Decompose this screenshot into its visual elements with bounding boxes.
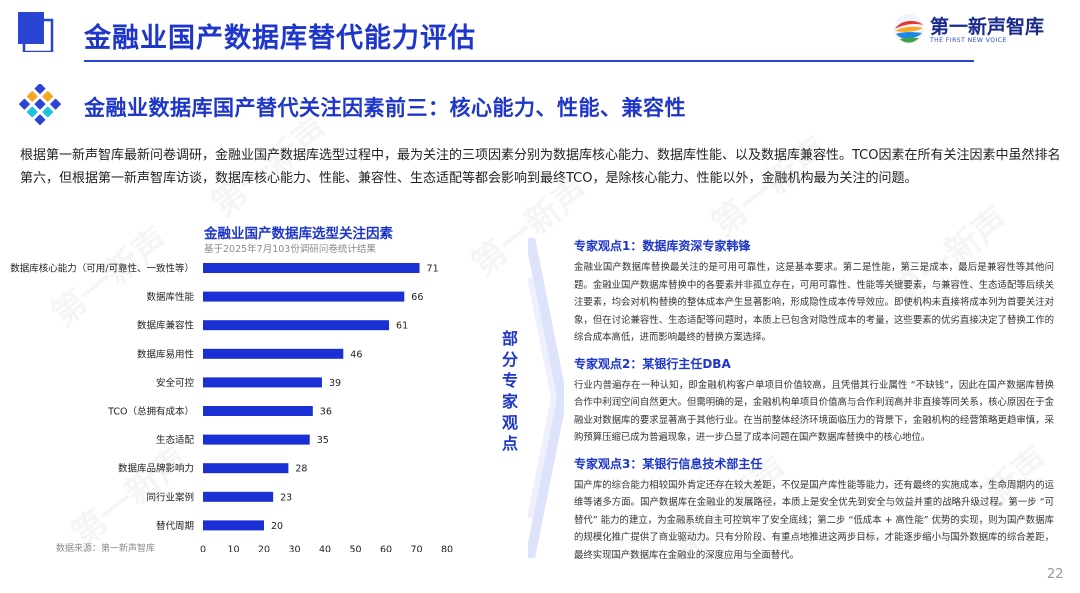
bar [203, 491, 274, 502]
x-tick-label: 70 [410, 544, 422, 552]
data-label: 23 [280, 492, 292, 503]
category-label: 数据库易用性 [137, 348, 195, 360]
x-tick-label: 80 [441, 544, 453, 552]
x-tick-label: 50 [349, 544, 361, 552]
header-accent-icon [18, 12, 54, 52]
subtitle-diamond-icon [18, 84, 62, 126]
category-label: 替代周期 [156, 520, 194, 532]
x-tick-label: 10 [227, 544, 239, 552]
page-title: 金融业国产数据库替代能力评估 [84, 23, 476, 54]
x-tick-label: 60 [380, 544, 392, 552]
expert-text: 行业内普遍存在一种认知，即金融机构客户单项目价值较高，且凭借其行业属性 “不缺钱… [574, 379, 1054, 444]
data-label: 28 [295, 464, 307, 475]
page-header: 金融业国产数据库替代能力评估 第一新声智库 THE FIRST NEW VOIC… [0, 0, 1080, 68]
chevron-arrows-icon [528, 238, 564, 558]
data-label: 61 [396, 321, 408, 332]
category-label: 数据库品牌影响力 [118, 463, 194, 475]
x-tick-label: 0 [200, 544, 206, 552]
brand-logo: 第一新声智库 THE FIRST NEW VOICE [892, 10, 1062, 52]
intro-paragraph: 根据第一新声智库最新问卷调研，金融业国产数据库选型过程中，最为关注的三项因素分别… [20, 148, 1061, 186]
data-label: 35 [317, 435, 329, 446]
expert-text: 金融业国产数据库替换最关注的是可用可靠性，这是基本要求。第二是性能，第三是成本，… [574, 262, 1054, 343]
data-label: 36 [320, 407, 332, 418]
logo-name: 第一新声智库 [930, 16, 1045, 38]
expert-card: 专家观点2：某银行主任DBA 行业内普遍存在一种认知，即金融机构客户单项目价值较… [574, 355, 1054, 447]
data-label: 46 [350, 349, 362, 360]
logo-tagline: THE FIRST NEW VOICE [930, 37, 1007, 44]
chart-title: 金融业国产数据库选型关注因素 [204, 226, 393, 242]
category-label: 生态适配 [156, 434, 195, 446]
bar [203, 291, 405, 302]
category-label: TCO（总拥有成本） [107, 406, 194, 418]
data-label: 66 [411, 292, 423, 303]
chart-subtitle: 基于2025年7月103份调研问卷统计结果 [204, 244, 376, 255]
expert-card: 专家观点1：数据库资深专家韩锋 金融业国产数据库替换最关注的是可用可靠性，这是基… [574, 237, 1054, 347]
data-source: 数据来源：第一新声智库 [56, 544, 156, 554]
bar [203, 463, 289, 474]
bar [203, 377, 322, 388]
bar [203, 406, 313, 416]
category-label: 数据库性能 [146, 291, 194, 303]
category-label: 安全可控 [156, 377, 195, 389]
expert-title: 专家观点1：数据库资深专家韩锋 [574, 239, 751, 253]
bar [203, 348, 344, 359]
expert-title: 专家观点3：某银行信息技术部主任 [574, 456, 763, 471]
x-tick-label: 20 [258, 544, 270, 552]
header-divider [84, 60, 974, 62]
bar-chart: 数据库核心能力（可用/可靠性、一致性等） 71 数据库性能 66 数据库兼容性 61 数据库… [10, 263, 453, 553]
expert-title: 专家观点2：某银行主任DBA [574, 356, 731, 371]
category-label: 同行业案例 [146, 491, 194, 503]
x-tick-label: 40 [319, 544, 331, 552]
bar [203, 263, 420, 273]
expert-opinions: 专家观点1：数据库资深专家韩锋 金融业国产数据库替换最关注的是可用可靠性，这是基… [574, 237, 1054, 572]
category-label: 数据库兼容性 [137, 320, 195, 332]
bar [203, 520, 264, 531]
section-subtitle: 金融业数据库国产替代关注因素前三：核心能力、性能、兼容性 [84, 96, 686, 120]
expert-text: 国产库的综合能力相较国外肯定还存在较大差距，不仅是国产库性能等能力，还有最终的实… [574, 479, 1054, 561]
x-tick-label: 30 [288, 544, 300, 552]
data-label: 20 [271, 521, 283, 532]
category-label: 数据库核心能力（可用/可靠性、一致性等） [10, 263, 194, 275]
data-label: 71 [427, 264, 439, 275]
bar [203, 320, 390, 331]
expert-side-label: 部分专家观点 [501, 329, 518, 453]
bar [203, 434, 310, 445]
data-label: 39 [329, 378, 341, 389]
page-number: 22 [1047, 567, 1064, 582]
logo-globe-icon [894, 14, 924, 44]
expert-card: 专家观点3：某银行信息技术部主任 国产库的综合能力相较国外肯定还存在较大差距，不… [574, 455, 1054, 565]
